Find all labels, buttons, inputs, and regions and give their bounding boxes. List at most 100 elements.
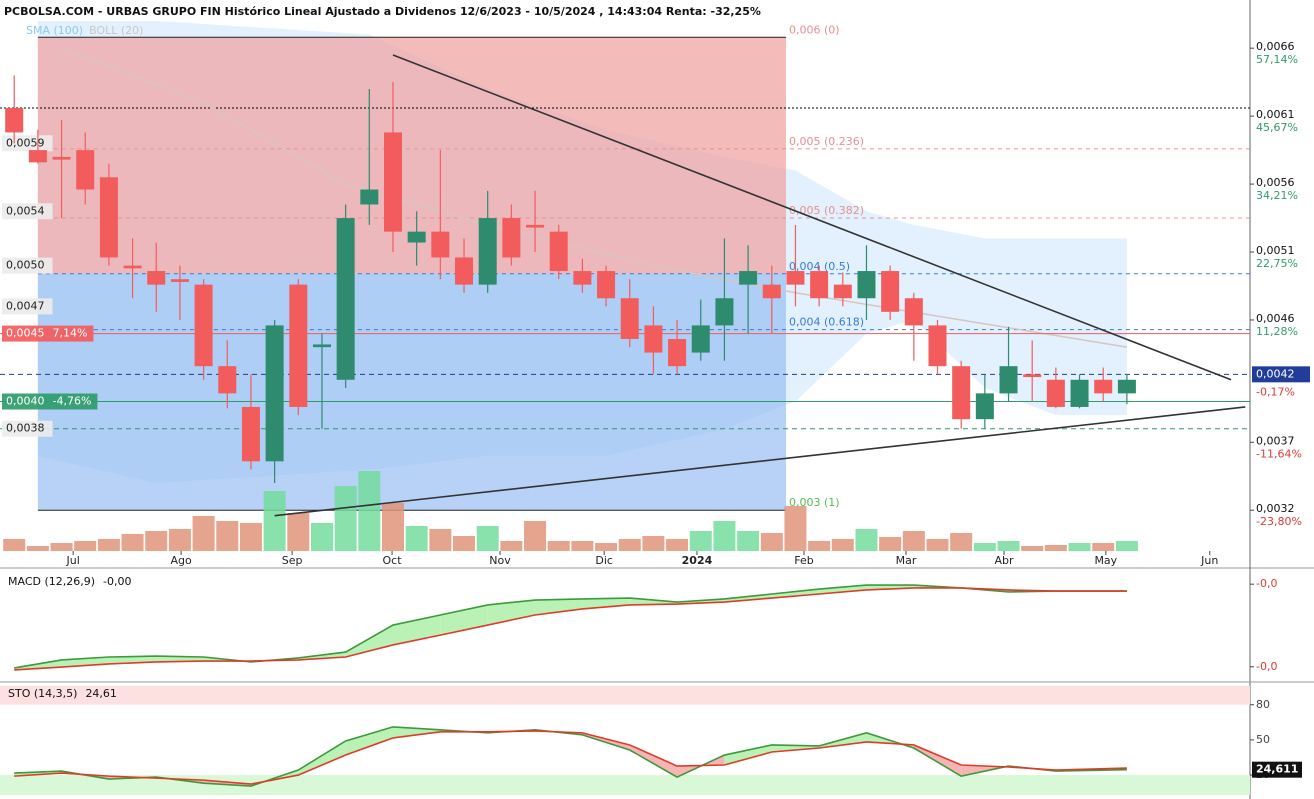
cross-fill xyxy=(535,598,583,615)
oversold-zone xyxy=(0,775,1250,795)
level-label: 0,0038 xyxy=(2,420,53,437)
volume-bar xyxy=(973,543,996,551)
level-label-bg xyxy=(2,203,53,220)
volume-bar xyxy=(902,531,925,551)
x-tick-label: Oct xyxy=(383,554,403,567)
volume-bar xyxy=(381,503,404,551)
level-label: 0,0040 -4,76% xyxy=(2,393,98,410)
candle-body xyxy=(502,218,521,258)
volume-bar xyxy=(50,543,73,551)
level-label: 0,0045 7,14% xyxy=(2,325,94,342)
chart-title: PCBOLSA.COM - URBAS GRUPO FIN Histórico … xyxy=(4,5,761,18)
volume-bar xyxy=(1044,545,1067,551)
candle-body xyxy=(1094,379,1113,394)
candle-body xyxy=(786,271,805,285)
candle-body xyxy=(644,325,663,353)
volume-bar xyxy=(618,539,641,551)
candle-body xyxy=(526,224,545,228)
candle-body xyxy=(691,325,710,353)
fib-label: 0,003 (1) xyxy=(789,496,840,509)
y-tick-label: 80 xyxy=(1256,698,1270,711)
y-tick-label: 0,0061 xyxy=(1256,108,1295,121)
candle-body xyxy=(431,231,450,258)
x-tick-label: Feb xyxy=(794,554,813,567)
x-tick-label: Nov xyxy=(489,554,511,567)
y-tick-label: -0,0 xyxy=(1256,577,1277,590)
candle-body xyxy=(715,298,734,326)
candle-body xyxy=(1117,379,1136,394)
indicator-line xyxy=(14,584,1127,669)
candle-body xyxy=(336,218,355,380)
y-tick-label: 0,0037 xyxy=(1256,434,1295,447)
volume-bar xyxy=(737,531,760,551)
level-change: -4,76% xyxy=(53,395,92,408)
y-tick-change: -23,80% xyxy=(1256,515,1302,528)
level-change: 7,14% xyxy=(53,327,88,340)
candle-body xyxy=(455,257,474,285)
y-tick-label: 50 xyxy=(1256,733,1270,746)
volume-bar xyxy=(689,531,712,551)
y-tick-change: 34,21% xyxy=(1256,189,1298,202)
level-label-bg xyxy=(2,298,53,315)
volume-bar xyxy=(760,533,783,551)
volume-bar xyxy=(334,486,357,551)
level-label: 0,0050 xyxy=(2,257,53,274)
level-value: 0,0047 xyxy=(6,299,45,312)
candle-body xyxy=(147,271,166,285)
level-value: 0,0045 xyxy=(6,327,45,340)
y-tick-label: 0,0066 xyxy=(1256,40,1295,53)
x-tick-label: May xyxy=(1094,554,1117,567)
last-value-box xyxy=(1252,761,1302,778)
cross-fill xyxy=(724,744,772,765)
candle-body xyxy=(999,366,1018,394)
volume-bar xyxy=(121,534,144,551)
volume-bar xyxy=(831,539,854,551)
candle-body xyxy=(573,271,592,285)
volume-bar xyxy=(950,533,973,551)
panel-value: 24,61 xyxy=(85,687,117,700)
last-price-label: 0,0042 xyxy=(1256,367,1295,380)
y-tick-change: 11,28% xyxy=(1256,325,1298,338)
fib-label: 0,005 (0.382) xyxy=(789,204,864,217)
last-price-change: -0,17% xyxy=(1256,385,1295,398)
volume-bar xyxy=(713,521,736,551)
volume-bar xyxy=(287,513,310,551)
y-tick-change: 22,75% xyxy=(1256,257,1298,270)
candle-body xyxy=(99,177,118,258)
candle-body xyxy=(833,284,852,299)
x-tick-label: Jul xyxy=(66,554,80,567)
volume-bar xyxy=(3,539,26,551)
cross-fill xyxy=(819,585,867,594)
volume-bar xyxy=(476,526,499,551)
x-tick-label: Dic xyxy=(595,554,613,567)
cross-fill xyxy=(345,625,393,657)
x-tick-label: 2024 xyxy=(682,554,713,567)
volume-bar xyxy=(216,521,239,551)
panel-value: -0,00 xyxy=(103,575,131,588)
level-value: 0,0038 xyxy=(6,422,45,435)
volume-bar xyxy=(405,526,428,551)
candle-body xyxy=(194,284,213,367)
last-price-box xyxy=(1252,366,1310,383)
level-label: 0,0047 xyxy=(2,298,53,315)
level-value: 0,0059 xyxy=(6,136,45,149)
volume-bar xyxy=(1068,543,1091,551)
sma-line xyxy=(61,47,1128,348)
candle-body xyxy=(762,284,781,299)
candle-body xyxy=(170,279,189,282)
x-tick-label: Abr xyxy=(995,554,1015,567)
volume-bar xyxy=(997,541,1020,551)
volume-bar xyxy=(595,543,618,551)
volume-bar xyxy=(26,546,49,551)
candle-body xyxy=(76,150,95,190)
volume-bar xyxy=(500,541,523,551)
level-value: 0,0040 xyxy=(6,395,45,408)
x-tick-label: Jun xyxy=(1200,554,1218,567)
candle-body xyxy=(928,325,947,367)
volume-bar xyxy=(74,541,97,551)
volume-bar xyxy=(666,539,689,551)
level-label-bg xyxy=(2,325,94,342)
candle-body xyxy=(549,231,568,272)
indicator-line xyxy=(14,587,1127,671)
candle-body xyxy=(1046,379,1065,407)
